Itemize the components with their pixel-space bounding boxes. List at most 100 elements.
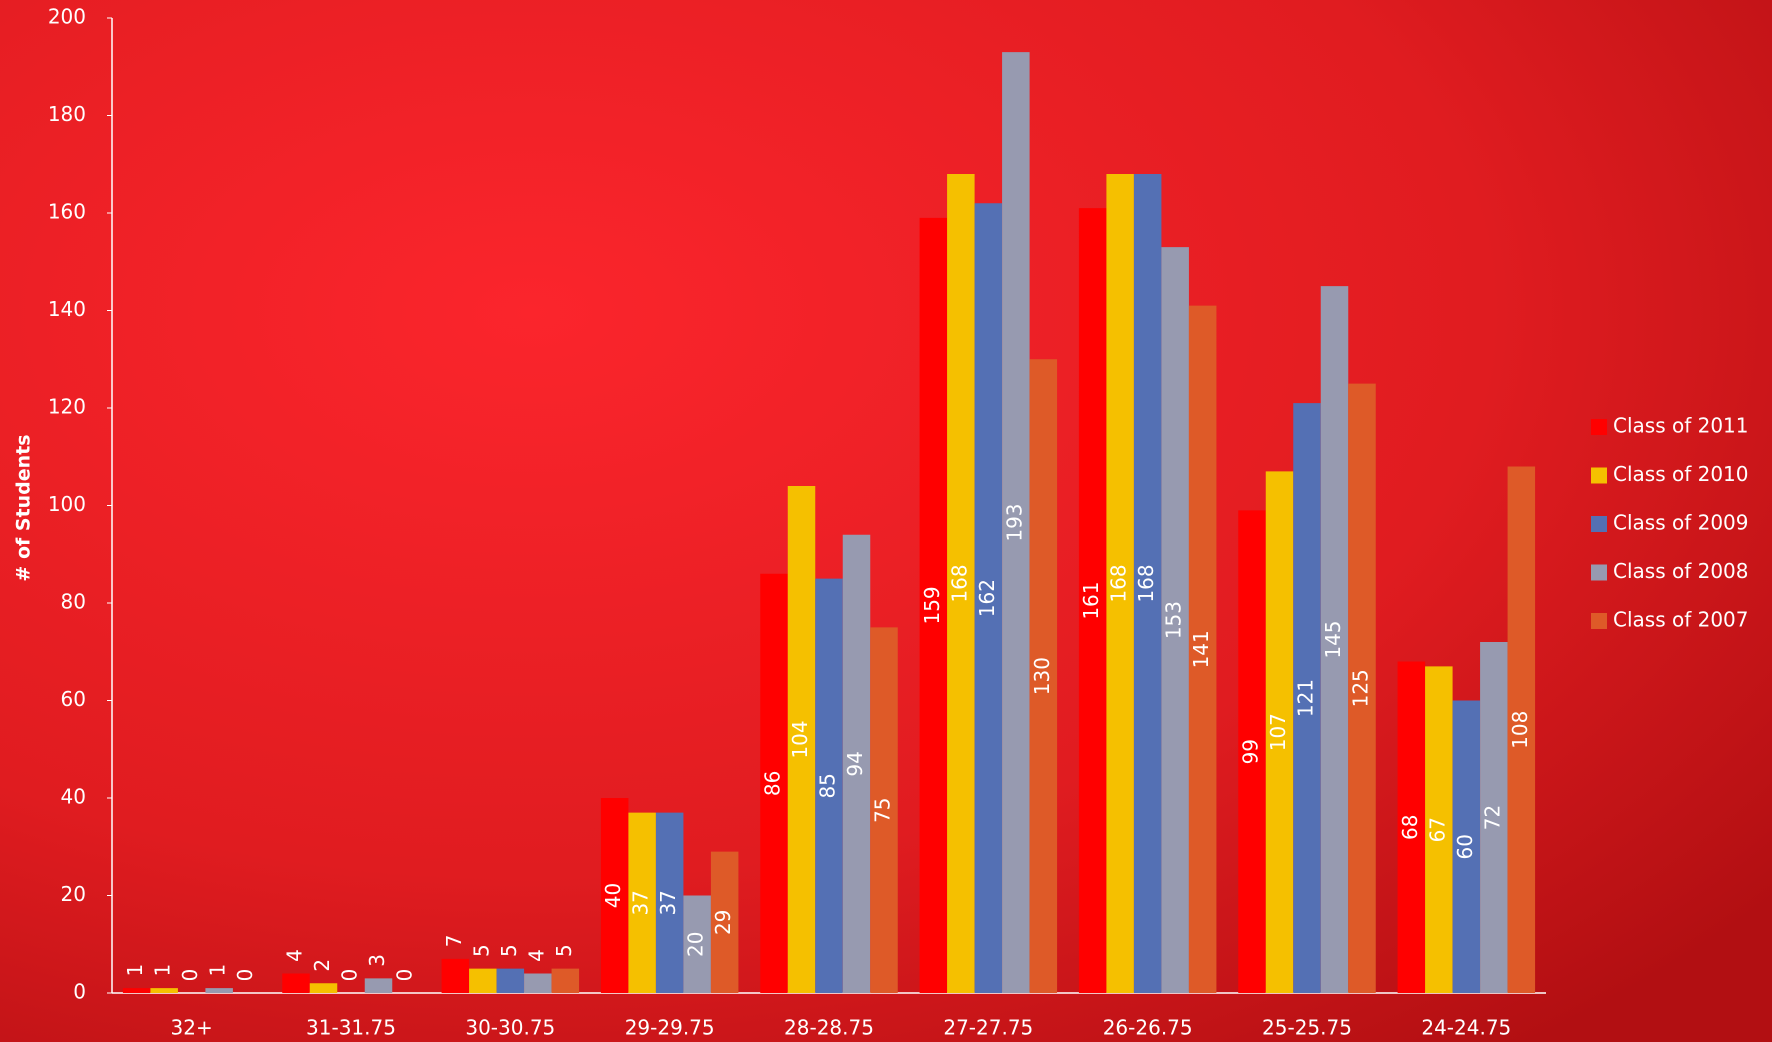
y-tick-label: 20	[61, 882, 86, 906]
bar	[815, 578, 843, 993]
value-label: 153	[1162, 601, 1186, 639]
bar	[1106, 174, 1134, 993]
value-label: 94	[843, 751, 867, 776]
value-label: 168	[1107, 564, 1131, 602]
y-tick-label: 160	[48, 200, 86, 224]
value-label: 145	[1321, 620, 1345, 658]
y-tick-label: 120	[48, 395, 86, 419]
bar	[122, 988, 151, 993]
value-label: 159	[920, 586, 944, 624]
bar	[947, 174, 975, 993]
value-label: 0	[338, 969, 362, 982]
bar	[1078, 208, 1107, 993]
bar	[1133, 174, 1162, 993]
value-label: 5	[552, 944, 576, 957]
value-label: 168	[947, 564, 971, 602]
bar	[1348, 383, 1376, 993]
legend-label: Class of 2010	[1613, 462, 1749, 486]
value-label: 193	[1002, 503, 1026, 541]
value-label: 4	[283, 949, 307, 962]
x-tick-label: 27-27.75	[943, 1016, 1033, 1040]
bar	[974, 203, 1003, 993]
value-label: 20	[684, 932, 708, 957]
x-tick-label: 30-30.75	[465, 1016, 555, 1040]
value-label: 5	[469, 944, 493, 957]
value-label: 75	[871, 797, 895, 822]
bar	[524, 973, 552, 993]
x-tick-label: 25-25.75	[1262, 1016, 1352, 1040]
bar	[1029, 359, 1058, 993]
bar	[1397, 661, 1426, 993]
value-label: 85	[816, 773, 840, 798]
y-tick-label: 100	[48, 492, 86, 516]
bar	[1002, 52, 1030, 993]
bar	[364, 978, 393, 993]
y-tick-label: 140	[48, 297, 86, 321]
bar	[655, 812, 684, 993]
y-tick-label: 60	[61, 687, 86, 711]
y-axis-label: # of Students	[13, 434, 35, 581]
value-label: 0	[393, 969, 417, 982]
bar	[1425, 666, 1453, 993]
x-tick-label: 28-28.75	[784, 1016, 874, 1040]
x-tick-label: 24-24.75	[1421, 1016, 1511, 1040]
bar	[1161, 247, 1189, 993]
legend-swatch	[1591, 564, 1607, 581]
bar	[842, 534, 871, 993]
bar	[600, 798, 629, 993]
y-tick-label: 80	[61, 590, 86, 614]
value-label: 37	[656, 890, 680, 915]
value-label: 3	[365, 954, 389, 967]
value-label: 0	[233, 969, 257, 982]
legend-label: Class of 2007	[1613, 608, 1749, 632]
x-tick-label: 32+	[171, 1016, 213, 1040]
bar	[1293, 403, 1321, 993]
value-label: 161	[1079, 581, 1103, 619]
value-label: 37	[629, 890, 653, 915]
value-label: 107	[1266, 713, 1290, 751]
value-label: 104	[788, 720, 812, 758]
bar	[1320, 286, 1349, 993]
bar	[1265, 471, 1294, 993]
value-label: 0	[178, 969, 202, 982]
value-label: 68	[1398, 815, 1422, 840]
value-label: 2	[310, 959, 334, 972]
bar	[760, 573, 788, 993]
legend-label: Class of 2009	[1613, 511, 1749, 535]
bar	[469, 968, 497, 993]
value-label: 5	[497, 944, 521, 957]
bar	[309, 983, 338, 993]
bar	[919, 217, 948, 993]
value-label: 1	[151, 964, 175, 977]
x-tick-label: 29-29.75	[625, 1016, 715, 1040]
value-label: 29	[711, 910, 735, 935]
y-tick-label: 0	[73, 980, 86, 1004]
bar	[1188, 305, 1217, 993]
bar	[282, 973, 310, 993]
value-label: 130	[1030, 657, 1054, 695]
bar	[683, 895, 711, 993]
y-tick-label: 180	[48, 102, 86, 126]
bar	[870, 627, 898, 993]
value-label: 67	[1425, 817, 1449, 842]
bar	[787, 486, 816, 993]
value-label: 168	[1134, 564, 1158, 602]
bar	[1507, 466, 1536, 993]
x-tick-label: 26-26.75	[1103, 1016, 1193, 1040]
value-label: 141	[1189, 630, 1213, 668]
bar	[710, 851, 739, 993]
bar	[628, 812, 656, 993]
bar	[150, 988, 178, 993]
legend-swatch	[1591, 613, 1607, 629]
legend-label: Class of 2008	[1613, 559, 1749, 583]
bar	[551, 968, 580, 993]
y-tick-label: 200	[48, 5, 86, 29]
y-tick-label: 40	[61, 785, 86, 809]
value-label: 162	[975, 579, 999, 617]
bar	[441, 958, 470, 993]
value-label: 121	[1294, 679, 1318, 717]
value-label: 72	[1480, 805, 1504, 830]
legend-swatch	[1591, 516, 1607, 532]
value-label: 108	[1508, 711, 1532, 749]
